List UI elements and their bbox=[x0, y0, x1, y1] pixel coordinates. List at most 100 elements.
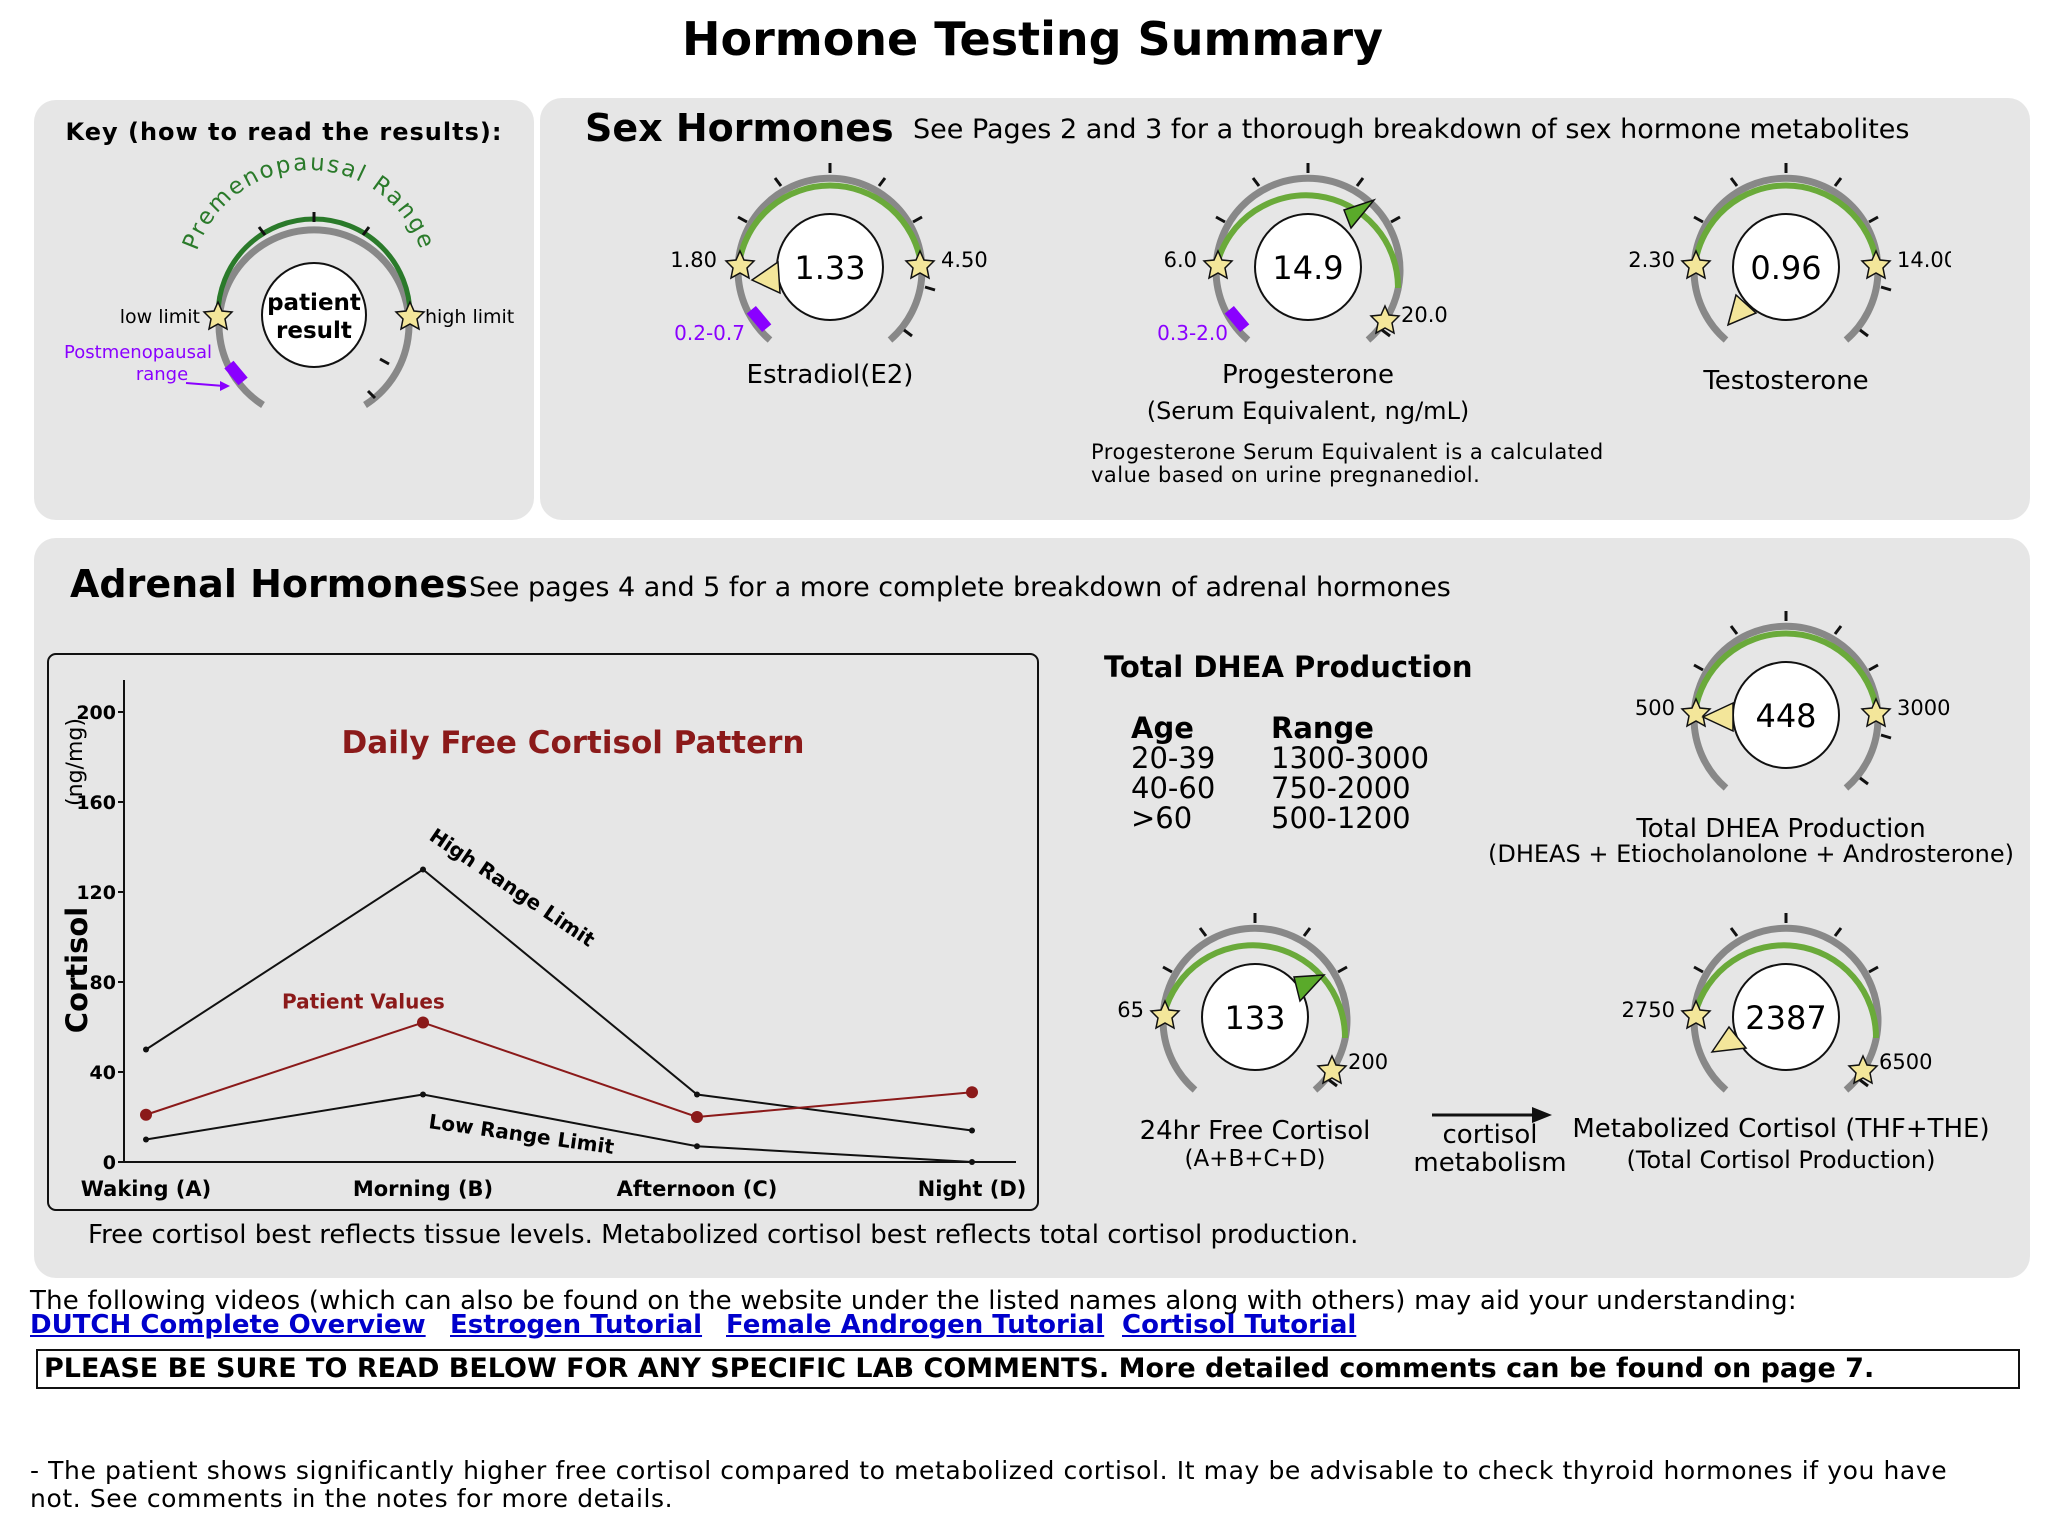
chart-ylabel-unit: (ng/mg) bbox=[63, 718, 88, 806]
series-point bbox=[691, 1111, 703, 1123]
adrenal-footnote: Free cortisol best reflects tissue level… bbox=[88, 1220, 1359, 1250]
estradiol-name: Estradiol(E2) bbox=[746, 360, 914, 390]
y-tick-label: 0 bbox=[103, 1152, 116, 1174]
series-point bbox=[417, 1016, 429, 1029]
page-title: Hormone Testing Summary bbox=[681, 12, 1384, 66]
estradiol-high: 4.50 bbox=[941, 248, 988, 272]
key-low-star bbox=[202, 300, 234, 331]
free-cortisol-name: 24hr Free Cortisol bbox=[1139, 1116, 1371, 1146]
cortisol-chart: 0 40 80 120 160 200 Waking (A) Morning (B) Afte… bbox=[47, 653, 1039, 1211]
series-point bbox=[140, 1108, 152, 1121]
videos-intro: The following videos (which can also be … bbox=[30, 1286, 1797, 1316]
key-postmenopausal-range bbox=[224, 360, 248, 386]
range-header: Range bbox=[1271, 711, 1374, 745]
age-row-1: 20-39 bbox=[1131, 741, 1216, 775]
free-cortisol-low: 65 bbox=[1117, 998, 1144, 1022]
testosterone-value: 0.96 bbox=[1750, 249, 1821, 287]
link-dutch-overview[interactable]: DUTCH Complete Overview bbox=[30, 1310, 426, 1340]
x-tick-label: Afternoon (C) bbox=[617, 1177, 778, 1201]
met-cortisol-value: 2387 bbox=[1745, 999, 1826, 1037]
y-tick-label: 200 bbox=[76, 702, 116, 724]
key-gauge-track bbox=[215, 226, 413, 408]
key-high-star bbox=[394, 300, 426, 331]
y-tick-label: 80 bbox=[90, 972, 116, 994]
series-label-low: Low Range Limit bbox=[427, 1109, 616, 1159]
series-point bbox=[966, 1086, 978, 1099]
sex-heading: Sex Hormones bbox=[585, 106, 894, 150]
progesterone-high: 20.0 bbox=[1401, 303, 1448, 327]
y-tick-label: 40 bbox=[90, 1062, 116, 1084]
met-cortisol-high: 6500 bbox=[1879, 1050, 1932, 1074]
free-cortisol-high: 200 bbox=[1348, 1050, 1388, 1074]
age-header: Age bbox=[1131, 711, 1194, 745]
y-tick-label: 160 bbox=[76, 792, 116, 814]
estradiol-value: 1.33 bbox=[794, 249, 865, 287]
range-row-2: 750-2000 bbox=[1271, 771, 1411, 805]
dhea-name: Total DHEA Production bbox=[1636, 814, 1926, 844]
progesterone-note-1: Progesterone Serum Equivalent is a calcu… bbox=[1091, 440, 1604, 464]
sex-subtitle: See Pages 2 and 3 for a thorough breakdo… bbox=[913, 114, 1910, 145]
met-cortisol-gauge: 2387 2750 6500 bbox=[1622, 913, 1932, 1093]
dhea-low: 500 bbox=[1635, 696, 1675, 720]
x-tick-label: Morning (B) bbox=[353, 1177, 493, 1201]
dhea-title: Total DHEA Production bbox=[1104, 650, 1473, 684]
age-row-3: >60 bbox=[1131, 801, 1193, 835]
link-cortisol-tutorial[interactable]: Cortisol Tutorial bbox=[1122, 1310, 1357, 1340]
dhea-value: 448 bbox=[1755, 697, 1816, 735]
series-label-patient: Patient Values bbox=[282, 990, 445, 1014]
met-cortisol-low: 2750 bbox=[1622, 998, 1675, 1022]
free-cortisol-sub: (A+B+C+D) bbox=[1184, 1146, 1326, 1172]
series-point bbox=[694, 1091, 700, 1098]
age-row-2: 40-60 bbox=[1131, 771, 1216, 805]
key-center-line1: patient bbox=[267, 290, 361, 316]
testosterone-high: 14.00 bbox=[1897, 248, 1951, 272]
range-row-1: 1300-3000 bbox=[1271, 741, 1430, 775]
met-cortisol-sub: (Total Cortisol Production) bbox=[1626, 1146, 1936, 1174]
x-tick-label: Night (D) bbox=[918, 1177, 1027, 1201]
testosterone-name: Testosterone bbox=[1703, 366, 1869, 396]
adrenal-panel bbox=[34, 538, 2030, 1278]
key-result-circle bbox=[261, 262, 367, 368]
link-estrogen-tutorial[interactable]: Estrogen Tutorial bbox=[450, 1310, 703, 1340]
progesterone-low: 6.0 bbox=[1164, 248, 1197, 272]
dhea-sub: (DHEAS + Etiocholanolone + Androsterone) bbox=[1488, 840, 2014, 868]
series-line-0 bbox=[145, 868, 973, 1132]
estradiol-gauge: 1.33 1.80 4.50 0.2-0.7 bbox=[670, 163, 988, 345]
progesterone-gauge: 14.9 6.0 20.0 0.3-2.0 bbox=[1157, 163, 1448, 345]
progesterone-note-2: value based on urine pregnanediol. bbox=[1091, 463, 1481, 487]
key-post-label-1: Postmenopausal bbox=[64, 342, 212, 363]
range-row-3: 500-1200 bbox=[1271, 801, 1411, 835]
link-female-androgen-tutorial[interactable]: Female Androgen Tutorial bbox=[726, 1310, 1105, 1340]
free-cortisol-gauge: 133 65 200 bbox=[1117, 913, 1388, 1093]
free-cortisol-value: 133 bbox=[1224, 999, 1285, 1037]
progesterone-sub: (Serum Equivalent, ng/mL) bbox=[1146, 397, 1470, 425]
key-range-label: Premenopausal Range bbox=[178, 150, 440, 253]
lab-comment-line-2: not. See comments in the notes for more … bbox=[30, 1484, 674, 1513]
estradiol-post: 0.2-0.7 bbox=[674, 321, 745, 345]
series-point bbox=[694, 1143, 700, 1150]
progesterone-post: 0.3-2.0 bbox=[1157, 321, 1228, 345]
series-point bbox=[143, 1046, 149, 1053]
key-title: Key (how to read the results): bbox=[65, 118, 503, 146]
arrow-label-1: cortisol bbox=[1442, 1120, 1538, 1150]
arrow-label-2: metabolism bbox=[1413, 1148, 1567, 1178]
series-point bbox=[969, 1127, 975, 1134]
key-gauge: patient result Premenopausal Range low l… bbox=[64, 150, 514, 408]
series-point bbox=[143, 1136, 149, 1143]
lab-comment-line-1: - The patient shows significantly higher… bbox=[30, 1456, 1948, 1485]
chart-title: Daily Free Cortisol Pattern bbox=[341, 725, 804, 761]
metabolism-arrow bbox=[1432, 1107, 1552, 1123]
key-low-label: low limit bbox=[120, 306, 200, 328]
dhea-gauge: 448 500 3000 bbox=[1635, 611, 1950, 791]
testosterone-gauge: 0.96 2.30 14.00 bbox=[1628, 163, 1951, 343]
series-point bbox=[420, 866, 426, 873]
series-line-2 bbox=[145, 1093, 973, 1163]
met-cortisol-name: Metabolized Cortisol (THF+THE) bbox=[1572, 1114, 1990, 1144]
series-point bbox=[420, 1091, 426, 1098]
series-line-1 bbox=[145, 1021, 973, 1119]
x-tick-label: Waking (A) bbox=[81, 1177, 212, 1201]
y-tick-label: 120 bbox=[76, 882, 116, 904]
adrenal-heading: Adrenal Hormones bbox=[70, 562, 468, 606]
series-label-high: High Range Limit bbox=[425, 823, 600, 952]
lab-comments-notice: PLEASE BE SURE TO READ BELOW FOR ANY SPE… bbox=[36, 1349, 2020, 1389]
